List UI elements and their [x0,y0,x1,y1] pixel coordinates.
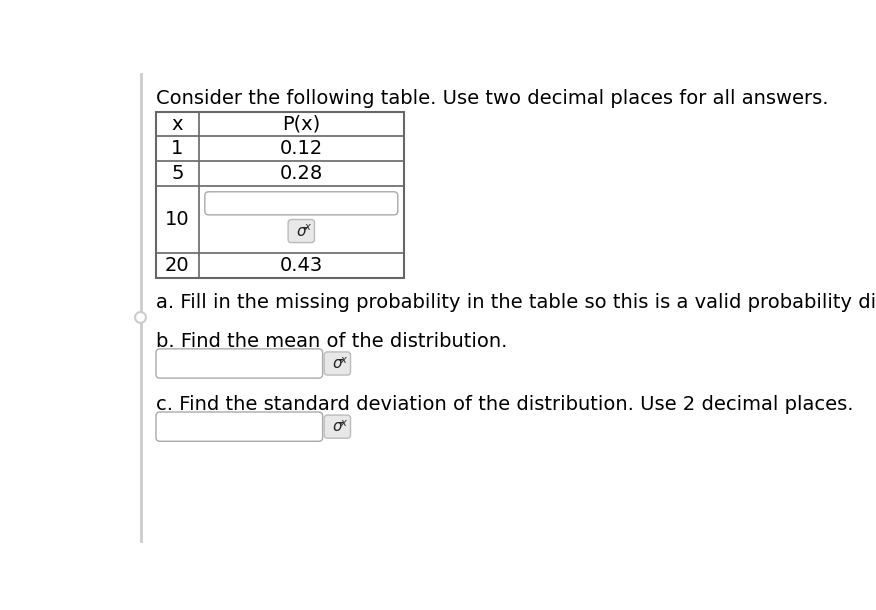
Text: 1: 1 [171,139,183,158]
FancyBboxPatch shape [324,352,350,375]
FancyBboxPatch shape [288,220,314,243]
Text: x: x [340,354,346,365]
Text: P(x): P(x) [282,115,321,134]
Text: b. Find the mean of the distribution.: b. Find the mean of the distribution. [156,332,507,351]
Text: 0.12: 0.12 [279,139,323,158]
FancyBboxPatch shape [324,415,350,438]
Text: 10: 10 [165,210,189,229]
Text: x: x [304,222,309,232]
FancyBboxPatch shape [205,192,398,215]
Circle shape [135,312,146,323]
Text: Consider the following table. Use two decimal places for all answers.: Consider the following table. Use two de… [156,88,829,107]
Text: x: x [340,418,346,428]
Text: σ: σ [333,419,343,434]
Text: a. Fill in the missing probability in the table so this is a valid probability d: a. Fill in the missing probability in th… [156,293,876,312]
FancyBboxPatch shape [156,412,322,441]
Text: x: x [172,115,183,134]
Bar [156,112,404,278]
Text: c. Find the standard deviation of the distribution. Use 2 decimal places.: c. Find the standard deviation of the di… [156,395,853,414]
Text: σ: σ [333,356,343,371]
Text: 20: 20 [165,256,189,275]
Text: 0.28: 0.28 [279,164,323,183]
Text: 5: 5 [171,164,184,183]
Text: 0.43: 0.43 [279,256,323,275]
Text: σ: σ [296,223,306,239]
FancyBboxPatch shape [156,349,322,378]
